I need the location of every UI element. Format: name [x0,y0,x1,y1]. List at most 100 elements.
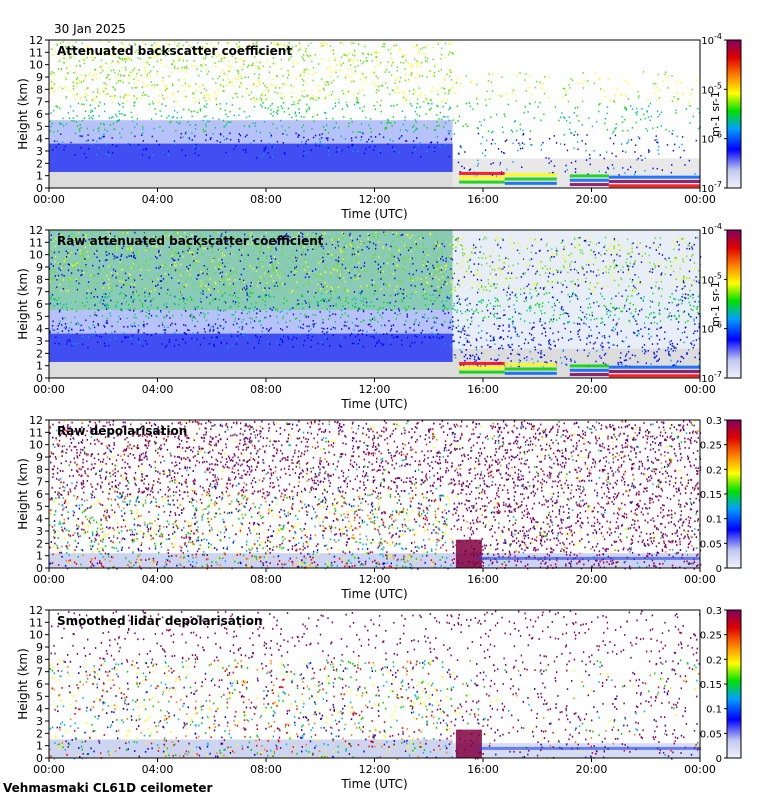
y-tick-label: 9 [36,641,43,654]
x-tick-label: 08:00 [250,383,282,396]
y-tick-label: 3 [36,335,43,348]
x-tick-label: 04:00 [142,383,174,396]
y-tick-label: 2 [36,537,43,550]
y-tick-label: 11 [29,236,43,249]
colorbar-tick-label: 0.3 [706,606,722,617]
colorbar-unit: m-1 sr-1 [709,281,722,327]
colorbar: 10-710-610-510-4m-1 sr-1 [701,32,742,195]
panel-title: Raw attenuated backscatter coefficient [57,234,324,248]
y-tick-label: 8 [36,83,43,96]
x-tick-label: 12:00 [359,763,391,776]
y-tick-label: 11 [29,616,43,629]
x-tick-label: 20:00 [576,573,608,586]
y-tick-label: 0 [36,752,43,765]
colorbar-scale [726,229,742,379]
x-tick-label: 16:00 [467,763,499,776]
x-tick-label: 20:00 [576,383,608,396]
x-axis-label: Time (UTC) [340,587,407,601]
y-tick-label: 3 [36,145,43,158]
colorbar-tick-label: 10-4 [701,32,722,47]
panel-1: Attenuated backscatter coefficient 012345… [16,32,742,221]
plot-area [49,420,700,568]
y-tick-label: 2 [36,157,43,170]
y-tick-label: 4 [36,513,43,526]
y-axis-label: Height (km) [16,458,30,529]
x-tick-label: 00:00 [33,573,65,586]
colorbar-tick-label: 0.1 [706,515,722,526]
y-tick-label: 4 [36,703,43,716]
y-axis-label: Height (km) [16,648,30,719]
y-tick-label: 6 [36,488,43,501]
x-tick-label: 12:00 [359,383,391,396]
y-tick-label: 3 [36,715,43,728]
colorbar: 10-710-610-510-4m-1 sr-1 [701,222,742,385]
x-tick-label: 08:00 [250,193,282,206]
panel-title: Smoothed lidar depolarisation [57,614,263,628]
x-tick-label: 00:00 [684,383,716,396]
y-tick-label: 7 [36,476,43,489]
colorbar: 0 0.05 0.1 0.15 0.2 0.25 0.3 [700,416,742,575]
y-tick-label: 7 [36,286,43,299]
x-tick-label: 00:00 [684,573,716,586]
y-tick-label: 10 [29,439,43,452]
x-axis-label: Time (UTC) [340,397,407,411]
y-tick-label: 7 [36,96,43,109]
colorbar-scale [726,419,742,569]
x-tick-label: 00:00 [33,383,65,396]
colorbar-scale [726,39,742,189]
y-tick-label: 6 [36,298,43,311]
panel-4: Smoothed lidar depolarisation01234567891… [16,604,742,791]
y-tick-label: 6 [36,678,43,691]
y-axis-label: Height (km) [16,78,30,149]
y-tick-label: 0 [36,182,43,195]
colorbar-tick-label: 0.25 [700,441,722,452]
panel-title: Attenuated backscatter coefficient [57,44,292,58]
colorbar-tick-label: 0.15 [700,490,722,501]
y-tick-label: 4 [36,323,43,336]
colorbar: 0 0.05 0.1 0.15 0.2 0.25 0.3 [700,606,742,765]
y-tick-label: 9 [36,261,43,274]
colorbar-scale [726,609,742,759]
colorbar-tick-label: 10-4 [701,222,722,237]
figure-date: 30 Jan 2025 [54,22,126,36]
y-tick-label: 8 [36,653,43,666]
x-tick-label: 16:00 [467,193,499,206]
figure-footer: Vehmasmaki CL61D ceilometer [3,781,212,795]
x-tick-label: 04:00 [142,763,174,776]
x-tick-label: 20:00 [576,193,608,206]
colorbar-unit: m-1 sr-1 [709,91,722,137]
x-tick-label: 00:00 [684,763,716,776]
y-tick-label: 4 [36,133,43,146]
heatmap-cells [49,41,701,188]
y-tick-label: 5 [36,690,43,703]
x-tick-label: 00:00 [33,763,65,776]
x-tick-label: 16:00 [467,573,499,586]
colorbar-tick-label: 0.3 [706,416,722,427]
x-axis-label: Time (UTC) [340,207,407,221]
y-tick-label: 8 [36,273,43,286]
colorbar-tick-label: 0.2 [706,465,722,476]
y-tick-label: 12 [29,414,43,427]
colorbar-tick-label: 0.05 [700,729,722,740]
heatmap-cells [49,230,702,378]
y-tick-label: 12 [29,224,43,237]
y-tick-label: 7 [36,666,43,679]
y-tick-label: 1 [36,360,43,373]
colorbar-tick-label: 0.2 [706,655,722,666]
y-tick-label: 1 [36,170,43,183]
colorbar-tick-label: 10-7 [701,370,722,385]
y-tick-label: 5 [36,310,43,323]
y-tick-label: 5 [36,500,43,513]
y-tick-label: 11 [29,426,43,439]
y-tick-label: 2 [36,347,43,360]
y-tick-label: 5 [36,120,43,133]
y-tick-label: 11 [29,46,43,59]
y-tick-label: 1 [36,550,43,563]
x-tick-label: 08:00 [250,573,282,586]
x-tick-label: 04:00 [142,193,174,206]
colorbar-tick-label: 0 [716,754,722,765]
colorbar-tick-label: 0 [716,564,722,575]
x-tick-label: 00:00 [33,193,65,206]
x-tick-label: 08:00 [250,763,282,776]
